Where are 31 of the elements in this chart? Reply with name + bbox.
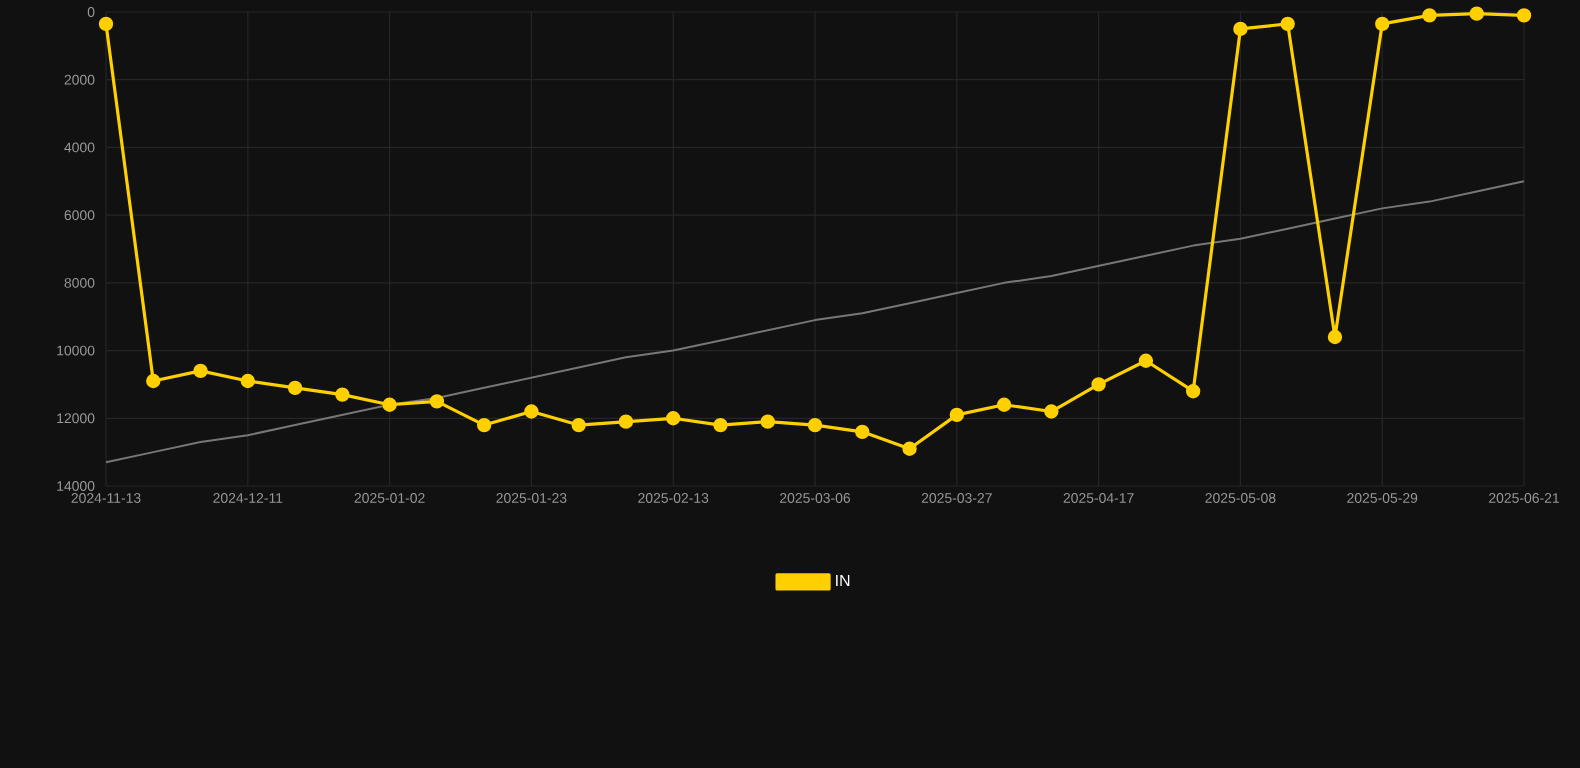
point bbox=[98, 16, 114, 32]
point bbox=[949, 407, 964, 423]
point bbox=[618, 414, 634, 429]
point bbox=[855, 424, 870, 440]
point bbox=[193, 363, 208, 379]
point bbox=[1091, 377, 1106, 392]
point bbox=[1375, 16, 1390, 32]
point bbox=[996, 397, 1012, 412]
point bbox=[1422, 8, 1437, 23]
point bbox=[335, 387, 350, 402]
point bbox=[146, 373, 161, 389]
point bbox=[1280, 16, 1295, 32]
point bbox=[476, 417, 492, 433]
point bbox=[807, 417, 823, 433]
point bbox=[666, 411, 681, 426]
point bbox=[1185, 384, 1201, 399]
point bbox=[429, 394, 445, 409]
point bbox=[1138, 353, 1154, 368]
point bbox=[1327, 329, 1343, 345]
point bbox=[760, 414, 775, 429]
point bbox=[382, 397, 397, 412]
point bbox=[240, 373, 255, 389]
point bbox=[1044, 404, 1059, 419]
point bbox=[1233, 21, 1248, 37]
point bbox=[713, 417, 728, 433]
point bbox=[571, 417, 586, 433]
point bbox=[524, 404, 539, 419]
point bbox=[287, 380, 303, 395]
point bbox=[1516, 8, 1532, 23]
point bbox=[1469, 6, 1484, 21]
point bbox=[902, 441, 917, 456]
